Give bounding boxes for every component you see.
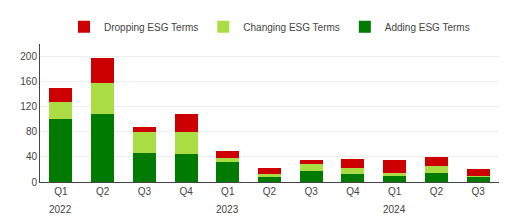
svg-text:Q4: Q4 [346, 186, 360, 197]
svg-text:Q1: Q1 [54, 186, 68, 197]
svg-text:Q1: Q1 [388, 186, 402, 197]
svg-text:120: 120 [20, 101, 37, 112]
svg-text:Q1: Q1 [221, 186, 235, 197]
svg-text:0: 0 [31, 177, 37, 188]
svg-text:2023: 2023 [216, 204, 239, 215]
svg-text:200: 200 [20, 51, 37, 62]
svg-text:Q2: Q2 [430, 186, 444, 197]
svg-text:160: 160 [20, 76, 37, 87]
svg-text:Q4: Q4 [179, 186, 193, 197]
svg-text:2024: 2024 [383, 204, 406, 215]
svg-text:Q2: Q2 [263, 186, 277, 197]
svg-text:Adding ESG Terms: Adding ESG Terms [385, 22, 470, 33]
svg-text:Q3: Q3 [305, 186, 319, 197]
svg-text:40: 40 [26, 151, 38, 162]
svg-text:Changing ESG Terms: Changing ESG Terms [243, 22, 340, 33]
svg-text:Dropping ESG Terms: Dropping ESG Terms [104, 22, 198, 33]
svg-text:2022: 2022 [49, 204, 72, 215]
svg-text:Q2: Q2 [96, 186, 110, 197]
svg-text:80: 80 [26, 126, 38, 137]
svg-text:Q3: Q3 [471, 186, 485, 197]
svg-text:Q3: Q3 [138, 186, 152, 197]
